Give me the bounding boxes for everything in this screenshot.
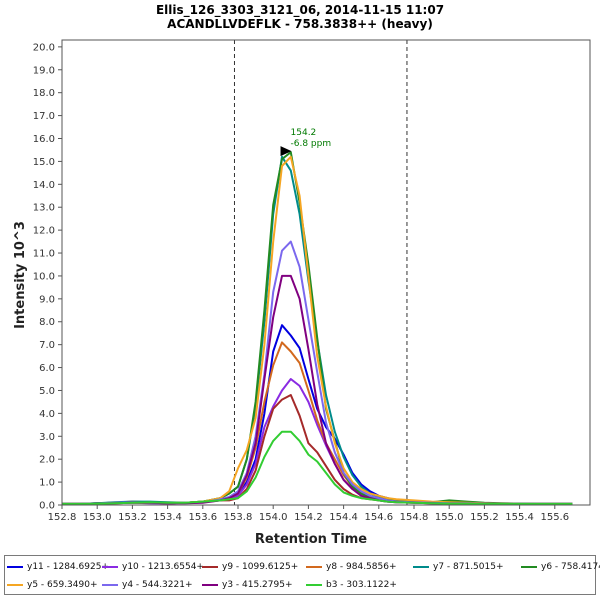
legend-label: y10 - 1213.6554+ [122,562,204,572]
legend-item: y7 - 871.5015+ [413,558,504,576]
y-tick-label: 8.0 [39,317,55,328]
x-tick-label: 154.4 [329,512,358,523]
chart-title: Ellis_126_3303_3121_06, 2014-11-15 11:07 [156,3,444,18]
y-tick-label: 13.0 [33,203,55,214]
legend-swatch [102,584,118,586]
legend: y11 - 1284.6925+ y10 - 1213.6554+ y9 - 109… [4,555,600,595]
x-tick-label: 154.0 [259,512,288,523]
legend-label: y9 - 1099.6125+ [222,562,299,572]
y-tick-label: 4.0 [39,409,55,420]
legend-swatch [306,566,322,568]
legend-swatch [7,584,23,586]
peak-marker-icon [280,146,292,157]
y-tick-label: 18.0 [33,88,55,99]
x-tick-label: 154.8 [400,512,429,523]
x-tick-label: 152.8 [48,512,77,523]
y-tick-label: 3.0 [39,432,55,443]
y-tick-label: 7.0 [39,340,55,351]
series-line-7 [62,240,573,505]
legend-swatch [202,566,218,568]
legend-item: y5 - 659.3490+ [7,576,98,594]
x-tick-label: 153.4 [153,512,182,523]
series-layer [62,151,573,505]
legend-row: y11 - 1284.6925+ y10 - 1213.6554+ y9 - 109… [5,558,600,576]
series-line-2 [62,394,573,505]
x-tick-label: 155.0 [435,512,464,523]
legend-label: y7 - 871.5015+ [433,562,504,572]
legend-item: y4 - 544.3221+ [102,576,193,594]
x-tick-label: 153.8 [224,512,253,523]
x-tick-label: 155.2 [470,512,499,523]
legend-item: y11 - 1284.6925+ [7,558,109,576]
chart-subtitle: ACANDLLVDEFLK - 758.3838++ (heavy) [167,17,433,31]
peak-annotation: 154.2 -6.8 ppm [280,128,332,157]
y-tick-label: 10.0 [33,271,55,282]
x-tick-label: 154.6 [364,512,393,523]
legend-swatch [102,566,118,568]
x-tick-label: 155.6 [540,512,569,523]
legend-item: y9 - 1099.6125+ [202,558,298,576]
legend-swatch [202,584,218,586]
y-tick-label: 12.0 [33,226,55,237]
legend-label: y4 - 544.3221+ [122,580,193,590]
legend-swatch [306,584,322,586]
x-tick-label: 153.6 [188,512,217,523]
legend-swatch [521,566,537,568]
legend-label: y5 - 659.3490+ [27,580,98,590]
y-tick-label: 5.0 [39,386,55,397]
y-tick-label: 19.0 [33,65,55,76]
y-tick-label: 16.0 [33,134,55,145]
x-tick-label: 153.2 [118,512,147,523]
x-tick-label: 154.2 [294,512,323,523]
y-tick-label: 11.0 [33,249,55,260]
x-tick-label: 153.0 [83,512,112,523]
legend-swatch [413,566,429,568]
y-tick-label: 1.0 [39,478,55,489]
annotation-ppm: -6.8 ppm [291,139,332,149]
legend-swatch [7,566,23,568]
legend-item: y3 - 415.2795+ [202,576,293,594]
integration-bounds [233,40,408,505]
y-tick-label: 6.0 [39,363,55,374]
annotation-rt: 154.2 [291,128,317,138]
series-line-1 [62,378,573,505]
legend-row: y5 - 659.3490+ y4 - 544.3221+ y3 - 415.279… [5,576,595,594]
legend-label: b3 - 303.1122+ [326,580,397,590]
y-tick-label: 15.0 [33,157,55,168]
y-tick-label: 9.0 [39,294,55,305]
y-tick-label: 14.0 [33,180,55,191]
legend-label: y11 - 1284.6925+ [27,562,109,572]
y-tick-label: 20.0 [33,42,55,53]
chromatogram-chart: Ellis_126_3303_3121_06, 2014-11-15 11:07… [13,3,591,547]
tick-layer: 152.8 153.0 153.2 153.4 153.6 153.8 154.0 154.2… [33,42,569,523]
series-line-9 [62,430,573,505]
plot-area [61,39,591,506]
y-tick-label: 17.0 [33,111,55,122]
series-line-8 [62,274,573,505]
x-axis-title: Retention Time [255,532,367,547]
y-axis-title: Intensity 10^3 [13,221,28,329]
legend-item: y10 - 1213.6554+ [102,558,204,576]
legend-label: y6 - 758.4174+ [541,562,600,572]
legend-item: b3 - 303.1122+ [306,576,397,594]
legend-item: y6 - 758.4174+ [521,558,600,576]
legend-label: y8 - 984.5856+ [326,562,397,572]
x-tick-label: 155.4 [505,512,534,523]
y-tick-label: 0.0 [39,501,55,512]
legend-label: y3 - 415.2795+ [222,580,293,590]
y-tick-label: 2.0 [39,455,55,466]
legend-item: y8 - 984.5856+ [306,558,397,576]
